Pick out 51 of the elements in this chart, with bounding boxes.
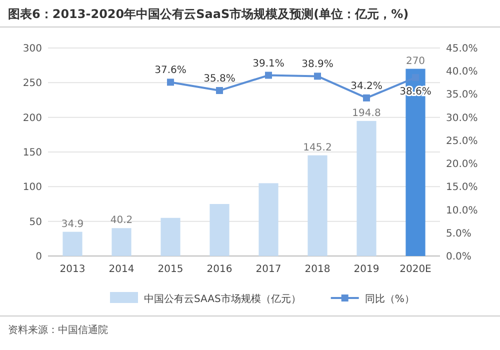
x-tick-label: 2020E (400, 264, 432, 275)
legend-label: 中国公有云SAAS市场规模（亿元） (144, 293, 301, 305)
point (167, 78, 174, 86)
bar (112, 228, 132, 256)
data-label: 145.2 (303, 142, 332, 154)
legend-label: 同比（%） (364, 293, 414, 305)
x-tick-label: 2014 (108, 264, 134, 275)
point (216, 87, 223, 94)
bar (210, 204, 230, 256)
y-tick-label: 100 (22, 182, 42, 194)
y2-tick-label: 5.0% (446, 228, 472, 240)
y-tick-label: 150 (22, 148, 42, 158)
y2-tick-label: 45.0% (446, 44, 478, 54)
data-label: 38.9% (302, 59, 334, 70)
y-tick-label: 250 (22, 78, 42, 90)
x-tick-label: 2015 (158, 264, 184, 275)
y2-tick-label: 0.0% (446, 252, 472, 262)
y-tick-label: 200 (22, 112, 42, 124)
data-label: 194.8 (352, 108, 381, 119)
chart-title: 图表6：2013-2020年中国公有云SaaS市场规模及预测(单位：亿元，%) (8, 7, 409, 21)
x-tick-label: 2019 (354, 264, 380, 275)
point (265, 72, 272, 79)
data-label: 37.6% (154, 65, 186, 76)
x-tick-label: 2017 (256, 264, 282, 275)
y2-tick-label: 25.0% (446, 136, 478, 147)
point (314, 72, 321, 80)
x-tick-label: 2016 (206, 264, 232, 275)
bar (308, 155, 328, 256)
x-tick-label: 2018 (304, 264, 330, 275)
data-label: 34.9 (61, 218, 84, 230)
data-label: 35.8% (204, 74, 236, 85)
y-tick-label: 50 (29, 216, 42, 228)
point (363, 94, 370, 102)
data-label: 40.2 (110, 215, 133, 226)
bar (62, 232, 82, 256)
y-tick-label: 300 (22, 44, 42, 54)
text: 资料来源：中国信通院 (8, 324, 108, 336)
y2-tick-label: 10.0% (446, 205, 478, 216)
data-label: 39.1% (252, 58, 284, 70)
bar (356, 120, 376, 256)
bar (160, 218, 180, 256)
y2-tick-label: 35.0% (446, 90, 478, 101)
y2-tick-label: 40.0% (446, 66, 478, 78)
bar (258, 183, 278, 256)
data-label: 34.2% (350, 80, 382, 92)
data-label: 270 (406, 56, 426, 67)
y2-tick-label: 20.0% (446, 159, 478, 170)
y-tick-label: 0 (36, 252, 42, 262)
x-tick-label: 2013 (60, 264, 86, 275)
y2-tick-label: 30.0% (446, 112, 478, 124)
y2-tick-label: 15.0% (446, 182, 478, 194)
